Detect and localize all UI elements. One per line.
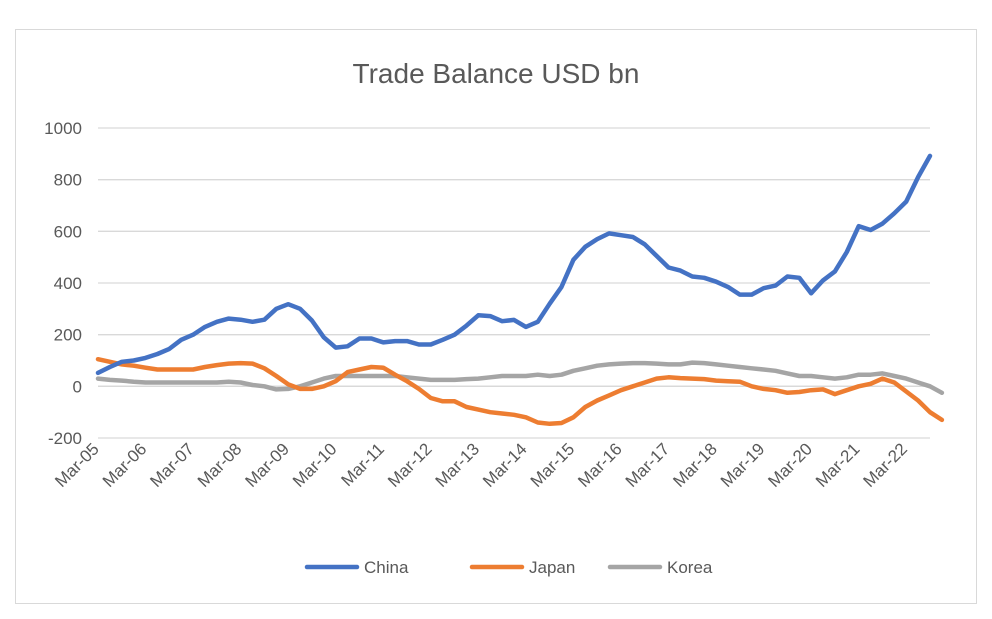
x-axis-ticks: Mar-05Mar-06Mar-07Mar-08Mar-09Mar-10Mar-… [51,439,911,491]
x-tick-label: Mar-17 [622,439,674,491]
x-tick-label: Mar-10 [289,439,341,491]
x-tick-label: Mar-16 [574,439,626,491]
x-tick-label: Mar-13 [432,439,484,491]
x-tick-label: Mar-18 [669,439,721,491]
y-tick-label: 0 [73,377,82,396]
series-line-korea [95,360,945,396]
y-axis-ticks: 1000 800 600 400 200 0 -200 [44,119,82,448]
legend: China Japan Korea [304,558,713,577]
x-tick-label: Mar-15 [527,439,579,491]
x-tick-label: Mar-19 [717,439,769,491]
legend-label-japan: Japan [529,558,575,577]
x-tick-label: Mar-11 [337,439,388,490]
y-tick-label: 600 [54,222,82,241]
legend-label-korea: Korea [667,558,713,577]
y-tick-label: 800 [54,171,82,190]
x-tick-label: Mar-22 [860,439,912,491]
y-tick-label: 400 [54,274,82,293]
x-tick-label: Mar-14 [479,439,531,491]
x-tick-label: Mar-20 [764,439,816,491]
chart-title: Trade Balance USD bn [353,58,640,89]
y-tick-label: -200 [48,429,82,448]
x-tick-label: Mar-21 [812,439,864,491]
x-tick-label: Mar-12 [384,439,436,491]
series-line-china [95,153,933,376]
x-tick-label: Mar-08 [194,439,246,491]
series-line-japan [95,356,945,427]
y-tick-label: 200 [54,326,82,345]
y-tick-label: 1000 [44,119,82,138]
x-tick-label: Mar-07 [146,439,198,491]
legend-label-china: China [364,558,409,577]
x-tick-label: Mar-09 [241,439,293,491]
x-tick-label: Mar-06 [99,439,151,491]
series-lines [95,153,945,427]
